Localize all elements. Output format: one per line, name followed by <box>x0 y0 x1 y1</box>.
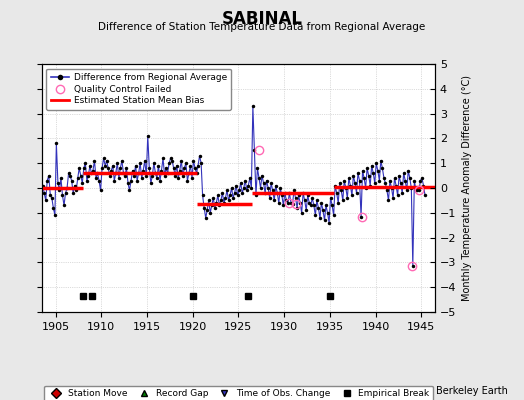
Y-axis label: Monthly Temperature Anomaly Difference (°C): Monthly Temperature Anomaly Difference (… <box>462 75 472 301</box>
Text: SABINAL: SABINAL <box>222 10 302 28</box>
Legend: Station Move, Record Gap, Time of Obs. Change, Empirical Break: Station Move, Record Gap, Time of Obs. C… <box>43 386 433 400</box>
Text: Difference of Station Temperature Data from Regional Average: Difference of Station Temperature Data f… <box>99 22 425 32</box>
Text: Berkeley Earth: Berkeley Earth <box>436 386 508 396</box>
